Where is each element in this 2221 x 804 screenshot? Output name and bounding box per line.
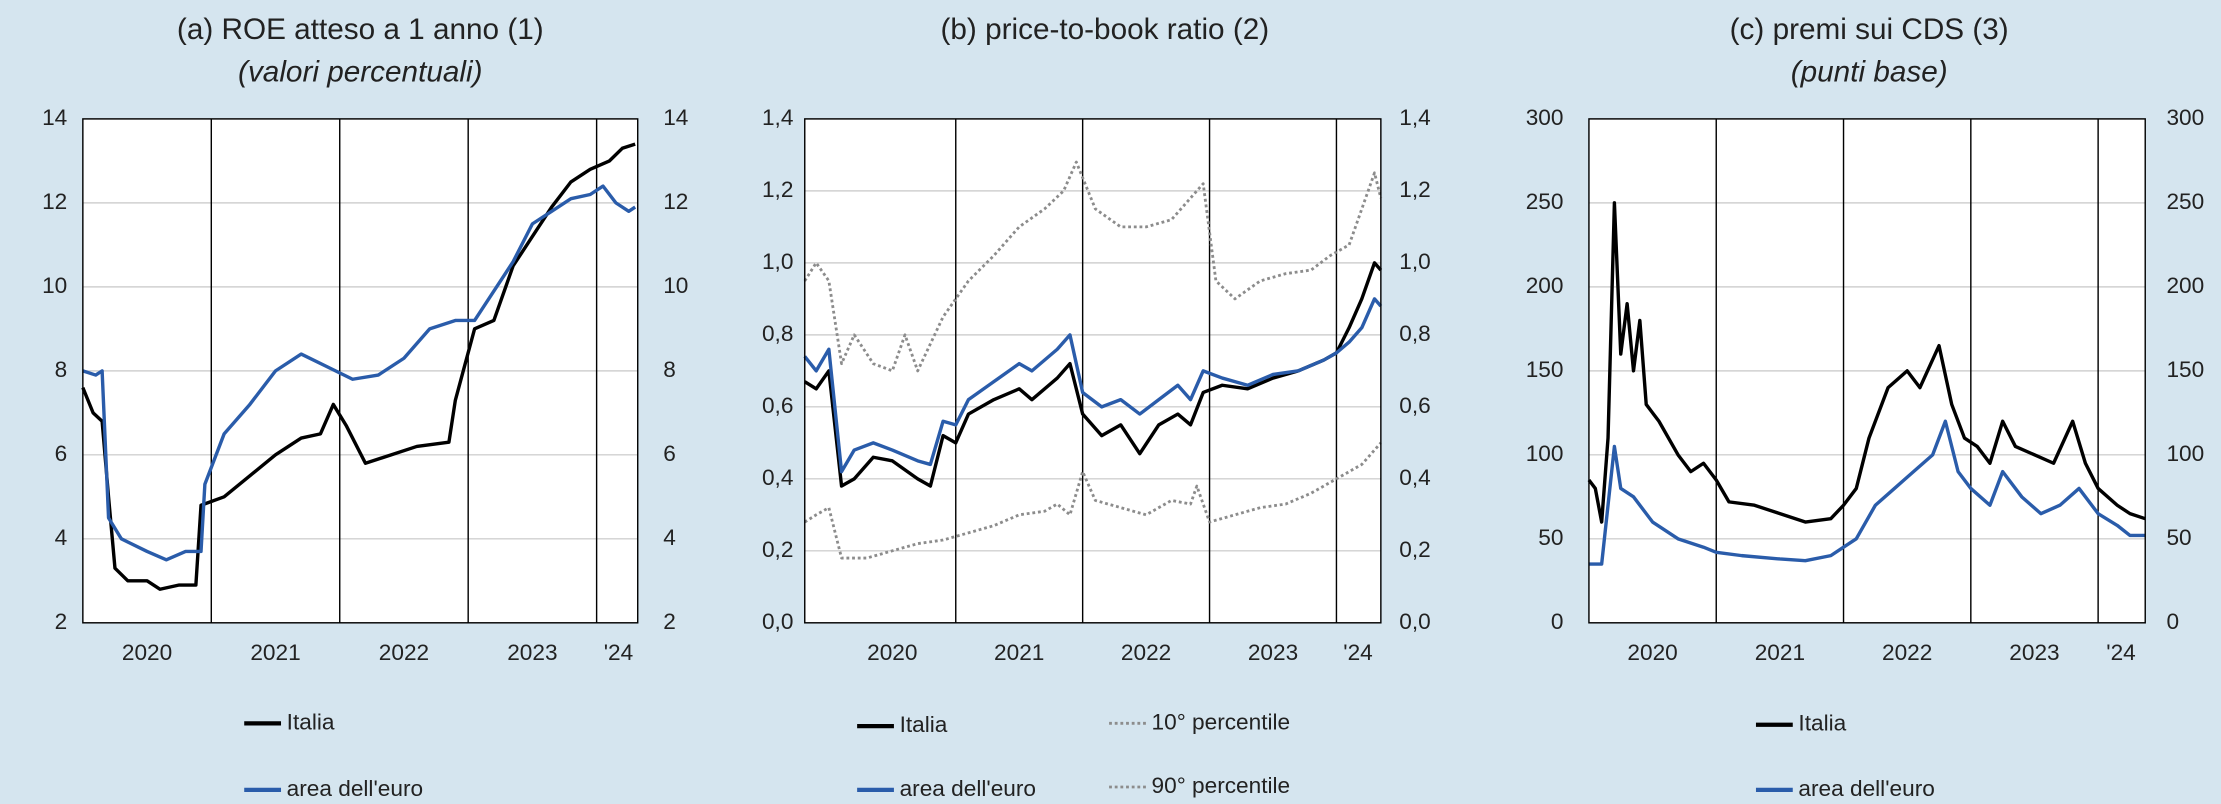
y2-tick-label: 0,0	[1399, 609, 1430, 634]
y2-tick-label: 14	[663, 105, 688, 130]
y2-tick-label: 0,2	[1399, 537, 1430, 562]
series-line	[803, 297, 1383, 474]
y-tick-label: 4	[55, 525, 68, 550]
y2-tick-label: 50	[2166, 525, 2191, 550]
y2-tick-label: 0,6	[1399, 393, 1430, 418]
y2-tick-label: 4	[663, 525, 676, 550]
y2-tick-label: 0,8	[1399, 321, 1430, 346]
x-tick-label: 2022	[379, 640, 429, 665]
chart-subtitle: (valori percentuali)	[238, 55, 482, 88]
y-tick-label: 0,2	[762, 537, 793, 562]
legend-label: area dell'euro	[1798, 776, 1934, 801]
series-line	[1588, 419, 2146, 566]
chart-title: (b) price-to-book ratio (2)	[941, 13, 1270, 46]
chart-subtitle: (punti base)	[1791, 55, 1948, 88]
y2-tick-label: 12	[663, 189, 688, 214]
legend-label: 10° percentile	[1152, 709, 1291, 734]
plot-border	[1588, 118, 2146, 624]
y-tick-label: 8	[55, 357, 68, 382]
x-tick-label: '24	[1343, 640, 1373, 665]
x-tick-label: 2023	[1248, 640, 1298, 665]
legend-label: area dell'euro	[287, 776, 423, 801]
y-tick-label: 1,0	[762, 249, 793, 274]
x-tick-label: 2022	[1121, 640, 1171, 665]
y2-tick-label: 1,4	[1399, 105, 1430, 130]
y2-tick-label: 2	[663, 609, 676, 634]
y-tick-label: 6	[55, 441, 68, 466]
x-tick-label: 2021	[994, 640, 1044, 665]
y2-tick-label: 300	[2166, 105, 2204, 130]
x-tick-label: 2020	[867, 640, 917, 665]
series-line	[803, 441, 1382, 560]
x-tick-label: '24	[2106, 640, 2136, 665]
y-tick-label: 0	[1551, 609, 1564, 634]
series-line	[1587, 201, 2146, 524]
legend-label: Italia	[287, 709, 335, 734]
x-tick-label: 2023	[507, 640, 557, 665]
x-tick-label: 2022	[1882, 640, 1932, 665]
y-tick-label: 14	[42, 105, 67, 130]
x-tick-label: '24	[604, 640, 634, 665]
y2-tick-label: 6	[663, 441, 676, 466]
y2-tick-label: 8	[663, 357, 676, 382]
legend-label: 90° percentile	[1152, 773, 1291, 798]
y2-tick-label: 10	[663, 273, 688, 298]
y-tick-label: 150	[1526, 357, 1564, 382]
y2-tick-label: 1,2	[1399, 177, 1430, 202]
y-tick-label: 250	[1526, 189, 1564, 214]
y-tick-label: 50	[1538, 525, 1563, 550]
legend-label: Italia	[1798, 711, 1846, 736]
x-tick-label: 2020	[122, 640, 172, 665]
y-tick-label: 0,0	[762, 609, 793, 634]
y-tick-label: 1,4	[762, 105, 793, 130]
chart-title: (c) premi sui CDS (3)	[1730, 13, 2009, 46]
y-tick-label: 1,2	[762, 177, 793, 202]
plot-border	[82, 118, 639, 624]
y2-tick-label: 200	[2166, 273, 2204, 298]
y-tick-label: 0,8	[762, 321, 793, 346]
x-tick-label: 2021	[250, 640, 300, 665]
y2-tick-label: 100	[2166, 441, 2204, 466]
y-tick-label: 300	[1526, 105, 1564, 130]
y-tick-label: 12	[42, 189, 67, 214]
plot-border	[804, 118, 1382, 624]
y2-tick-label: 1,0	[1399, 249, 1430, 274]
legend-label: Italia	[900, 712, 948, 737]
x-tick-label: 2020	[1627, 640, 1677, 665]
legend-label: area dell'euro	[900, 776, 1036, 801]
y-tick-label: 10	[42, 273, 67, 298]
chart-title: (a) ROE atteso a 1 anno (1)	[177, 13, 544, 46]
series-line	[82, 184, 637, 562]
x-tick-label: 2023	[2009, 640, 2059, 665]
series-line	[803, 160, 1383, 373]
y-tick-label: 0,4	[762, 465, 793, 490]
y-tick-label: 200	[1526, 273, 1564, 298]
y2-tick-label: 150	[2166, 357, 2204, 382]
x-tick-label: 2021	[1755, 640, 1805, 665]
y-tick-label: 2	[55, 609, 68, 634]
y2-tick-label: 0	[2166, 609, 2179, 634]
y2-tick-label: 250	[2166, 189, 2204, 214]
y-tick-label: 100	[1526, 441, 1564, 466]
y-tick-label: 0,6	[762, 393, 793, 418]
y2-tick-label: 0,4	[1399, 465, 1430, 490]
